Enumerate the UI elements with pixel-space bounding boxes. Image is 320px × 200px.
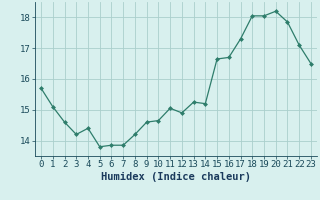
X-axis label: Humidex (Indice chaleur): Humidex (Indice chaleur) <box>101 172 251 182</box>
